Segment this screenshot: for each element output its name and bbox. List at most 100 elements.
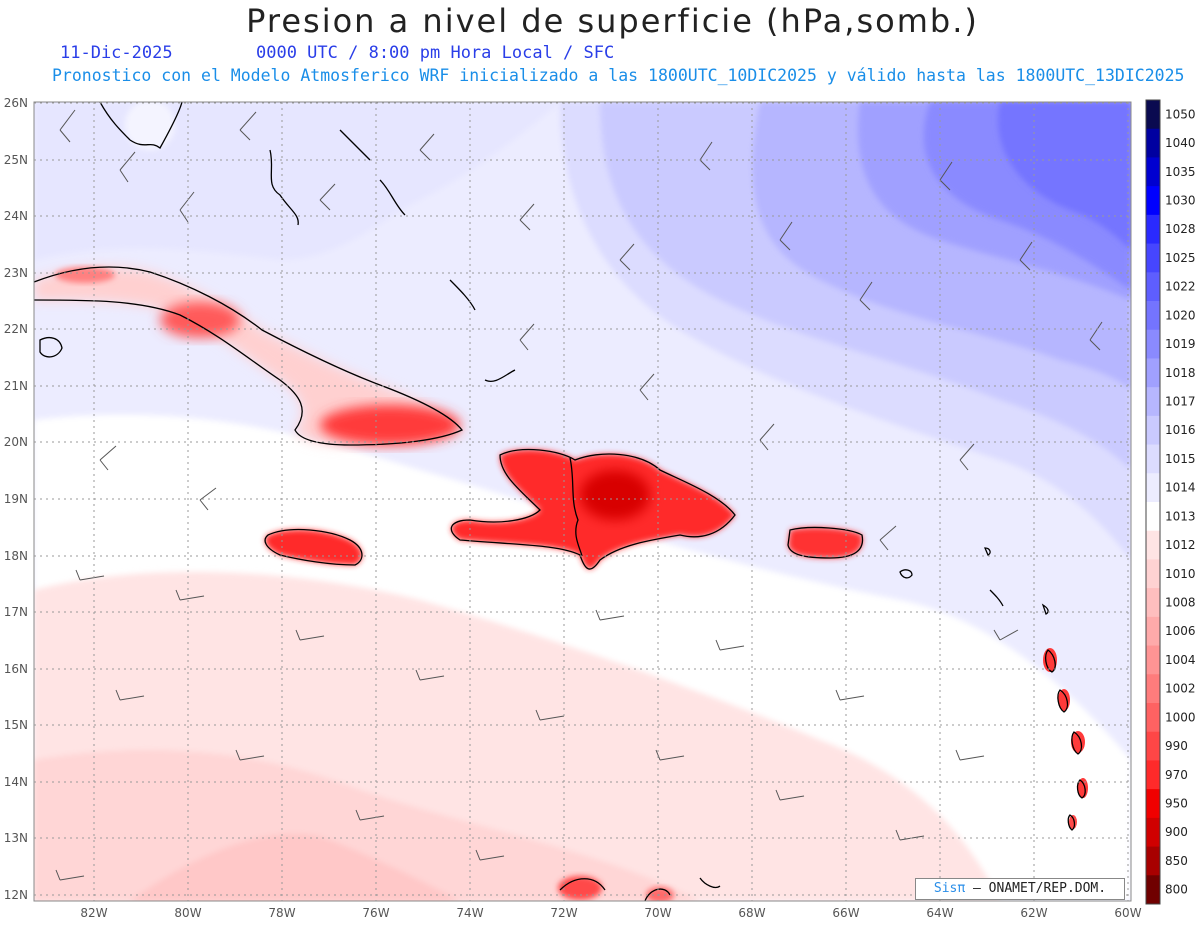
lon-label: 60W	[1114, 906, 1141, 920]
forecast-time: 0000 UTC / 8:00 pm Hora Local / SFC	[256, 43, 615, 63]
legend-label: 1000	[1165, 710, 1196, 724]
map-frame	[33, 101, 1132, 902]
legend-swatch	[1146, 415, 1160, 446]
legend-label: 1006	[1165, 624, 1196, 638]
legend-swatch	[1146, 703, 1160, 733]
legend-swatch	[1146, 243, 1160, 273]
legend-label: 950	[1165, 797, 1188, 811]
lat-label: 24N	[4, 209, 28, 223]
legend-swatch	[1146, 444, 1160, 474]
lon-label: 82W	[80, 906, 107, 920]
legend-label: 1025	[1165, 251, 1196, 265]
lat-label: 23N	[4, 266, 28, 280]
lon-label: 72W	[550, 906, 577, 920]
lat-label: 13N	[4, 831, 28, 845]
legend-swatch	[1146, 100, 1160, 130]
longitude-labels: 82W 80W 78W 76W 74W 72W 70W 68W 66W 64W …	[80, 906, 1141, 920]
legend-swatch	[1146, 387, 1160, 417]
legend-swatch	[1146, 214, 1160, 245]
forecast-date: 11-Dic-2025	[60, 43, 173, 63]
legend-label: 1018	[1165, 366, 1196, 380]
map-title: Presion a nivel de superficie (hPa,somb.…	[246, 2, 979, 40]
legend-label: 1015	[1165, 452, 1196, 466]
legend-label: 1020	[1165, 308, 1196, 322]
legend-label: 1019	[1165, 337, 1196, 351]
lat-label: 17N	[4, 605, 28, 619]
legend-swatch	[1146, 358, 1160, 388]
legend-swatch	[1146, 731, 1160, 761]
lat-label: 20N	[4, 435, 28, 449]
lat-label: 26N	[4, 96, 28, 110]
legend-swatch	[1146, 559, 1160, 589]
legend-swatch	[1146, 329, 1160, 359]
forecast-info: Pronostico con el Modelo Atmosferico WRF…	[52, 66, 1185, 85]
legend-label: 800	[1165, 883, 1188, 897]
graticule	[34, 102, 1131, 901]
lat-label: 12N	[4, 888, 28, 902]
legend-swatch	[1146, 530, 1160, 560]
legend-swatch	[1146, 817, 1160, 848]
legend-label: 850	[1165, 854, 1188, 868]
legend-label: 1050	[1165, 107, 1196, 121]
legend-swatch	[1146, 186, 1160, 216]
legend-label: 1012	[1165, 538, 1196, 552]
legend-swatch	[1146, 875, 1160, 905]
lon-label: 70W	[644, 906, 671, 920]
legend-label: 1004	[1165, 653, 1196, 667]
lon-label: 78W	[268, 906, 295, 920]
legend-label: 1014	[1165, 481, 1196, 495]
lat-label: 16N	[4, 662, 28, 676]
credit-box: Sisπ – ONAMET/REP.DOM.	[915, 878, 1125, 900]
legend-label: 1040	[1165, 136, 1196, 150]
latitude-labels: 26N 25N 24N 23N 22N 21N 20N 19N 18N 17N …	[4, 96, 28, 902]
lat-label: 18N	[4, 549, 28, 563]
legend-swatch	[1146, 157, 1160, 187]
legend-swatch	[1146, 760, 1160, 790]
legend-label: 1002	[1165, 682, 1196, 696]
pressure-field	[34, 102, 1131, 901]
credit-text: – ONAMET/REP.DOM.	[973, 881, 1107, 896]
legend-label: 1022	[1165, 280, 1196, 294]
legend-label: 1030	[1165, 194, 1196, 208]
legend-swatch	[1146, 128, 1160, 158]
color-legend: 1050 1040 1035 1030 1028 1025 1022 1020 1019 1018…	[1145, 99, 1196, 905]
legend-swatch	[1146, 645, 1160, 675]
legend-label: 970	[1165, 768, 1188, 782]
lat-label: 25N	[4, 153, 28, 167]
lat-label: 22N	[4, 322, 28, 336]
lon-label: 66W	[832, 906, 859, 920]
legend-swatch	[1146, 502, 1160, 532]
land-pressure	[34, 102, 1088, 901]
lat-label: 15N	[4, 718, 28, 732]
legend-label: 1013	[1165, 509, 1196, 523]
legend-label: 1008	[1165, 596, 1196, 610]
lat-label: 19N	[4, 492, 28, 506]
legend-label: 1017	[1165, 395, 1196, 409]
lon-label: 74W	[456, 906, 483, 920]
lon-label: 80W	[174, 906, 201, 920]
lon-label: 62W	[1020, 906, 1047, 920]
legend-swatch	[1146, 789, 1160, 819]
lon-label: 64W	[926, 906, 953, 920]
lon-label: 68W	[738, 906, 765, 920]
legend-label: 990	[1165, 739, 1188, 753]
legend-swatch	[1146, 674, 1160, 704]
lat-label: 21N	[4, 379, 28, 393]
legend-border	[1145, 99, 1161, 905]
lon-label: 76W	[362, 906, 389, 920]
legend-swatch	[1146, 473, 1160, 503]
legend-swatch	[1146, 846, 1160, 876]
coastlines	[34, 102, 1086, 901]
legend-label: 1035	[1165, 165, 1196, 179]
legend-swatch	[1146, 272, 1160, 302]
legend-swatch	[1146, 301, 1160, 331]
legend-label: 900	[1165, 825, 1188, 839]
sispi-logo: Sisπ	[933, 881, 966, 896]
legend-label: 1028	[1165, 222, 1196, 236]
legend-swatch	[1146, 616, 1160, 647]
legend-swatch	[1146, 588, 1160, 618]
legend-label: 1016	[1165, 423, 1196, 437]
lat-label: 14N	[4, 775, 28, 789]
legend-label: 1010	[1165, 567, 1196, 581]
